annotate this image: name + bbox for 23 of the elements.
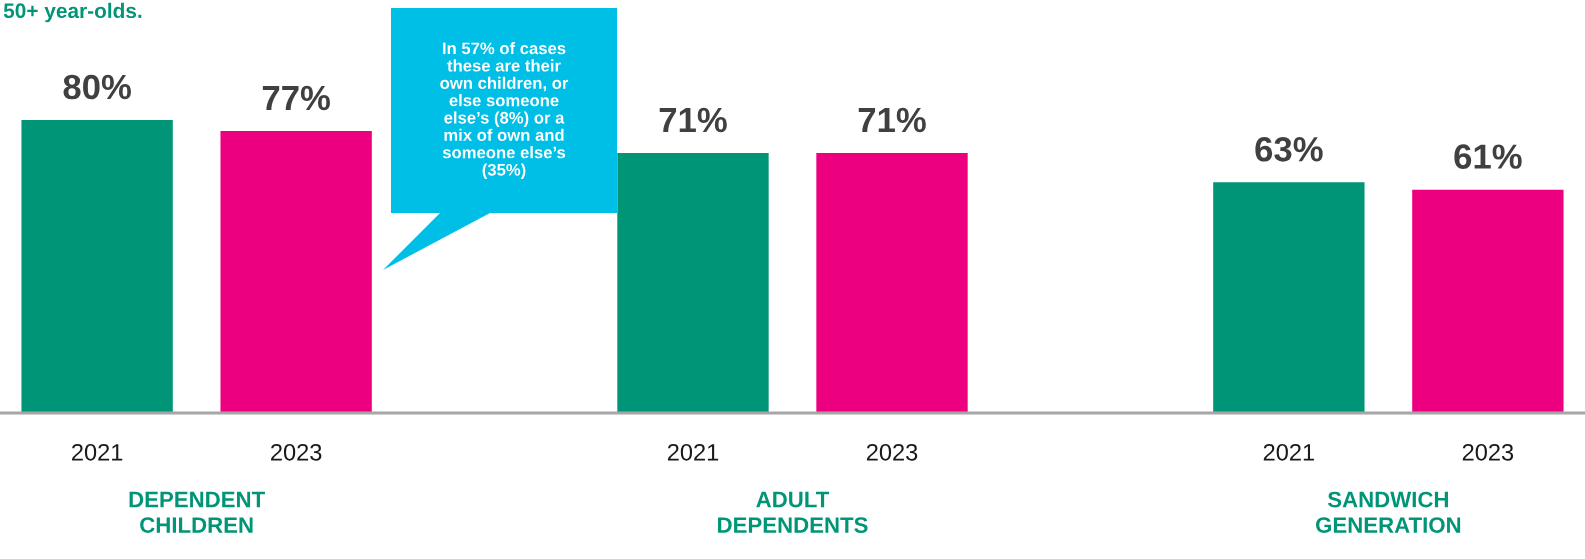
annotation: In 57% of cases these are their own children, or else someone else’s (8%) or a mix of own and someone else’s (35%): [440, 42, 569, 179]
data-label: 63%: [1255, 137, 1323, 162]
x-tick-label: ADULT DEPENDENTS: [718, 491, 868, 533]
text: 2021: [1263, 443, 1314, 461]
data-label: 80%: [63, 74, 131, 100]
series-label: 2023: [271, 443, 322, 461]
text: 2021: [667, 443, 719, 461]
bar: [617, 153, 769, 413]
bar: [1213, 182, 1365, 413]
bar: [1412, 189, 1564, 413]
text: 2023: [1462, 443, 1514, 461]
data-label: 71%: [858, 107, 926, 133]
x-tick-label: DEPENDENT CHILDREN: [129, 491, 265, 533]
bar: [21, 120, 173, 413]
x-tick-label: SANDWICH GENERATION: [1316, 491, 1461, 533]
bar: [816, 153, 968, 413]
bar: [220, 131, 372, 413]
data-label: 71%: [659, 107, 727, 133]
data-label: 77%: [262, 85, 330, 111]
data-label: 61%: [1454, 144, 1522, 169]
series-label: 2021: [72, 443, 123, 461]
chart-title: 50+ year-olds.: [3, 2, 142, 23]
text: 2023: [866, 443, 918, 461]
